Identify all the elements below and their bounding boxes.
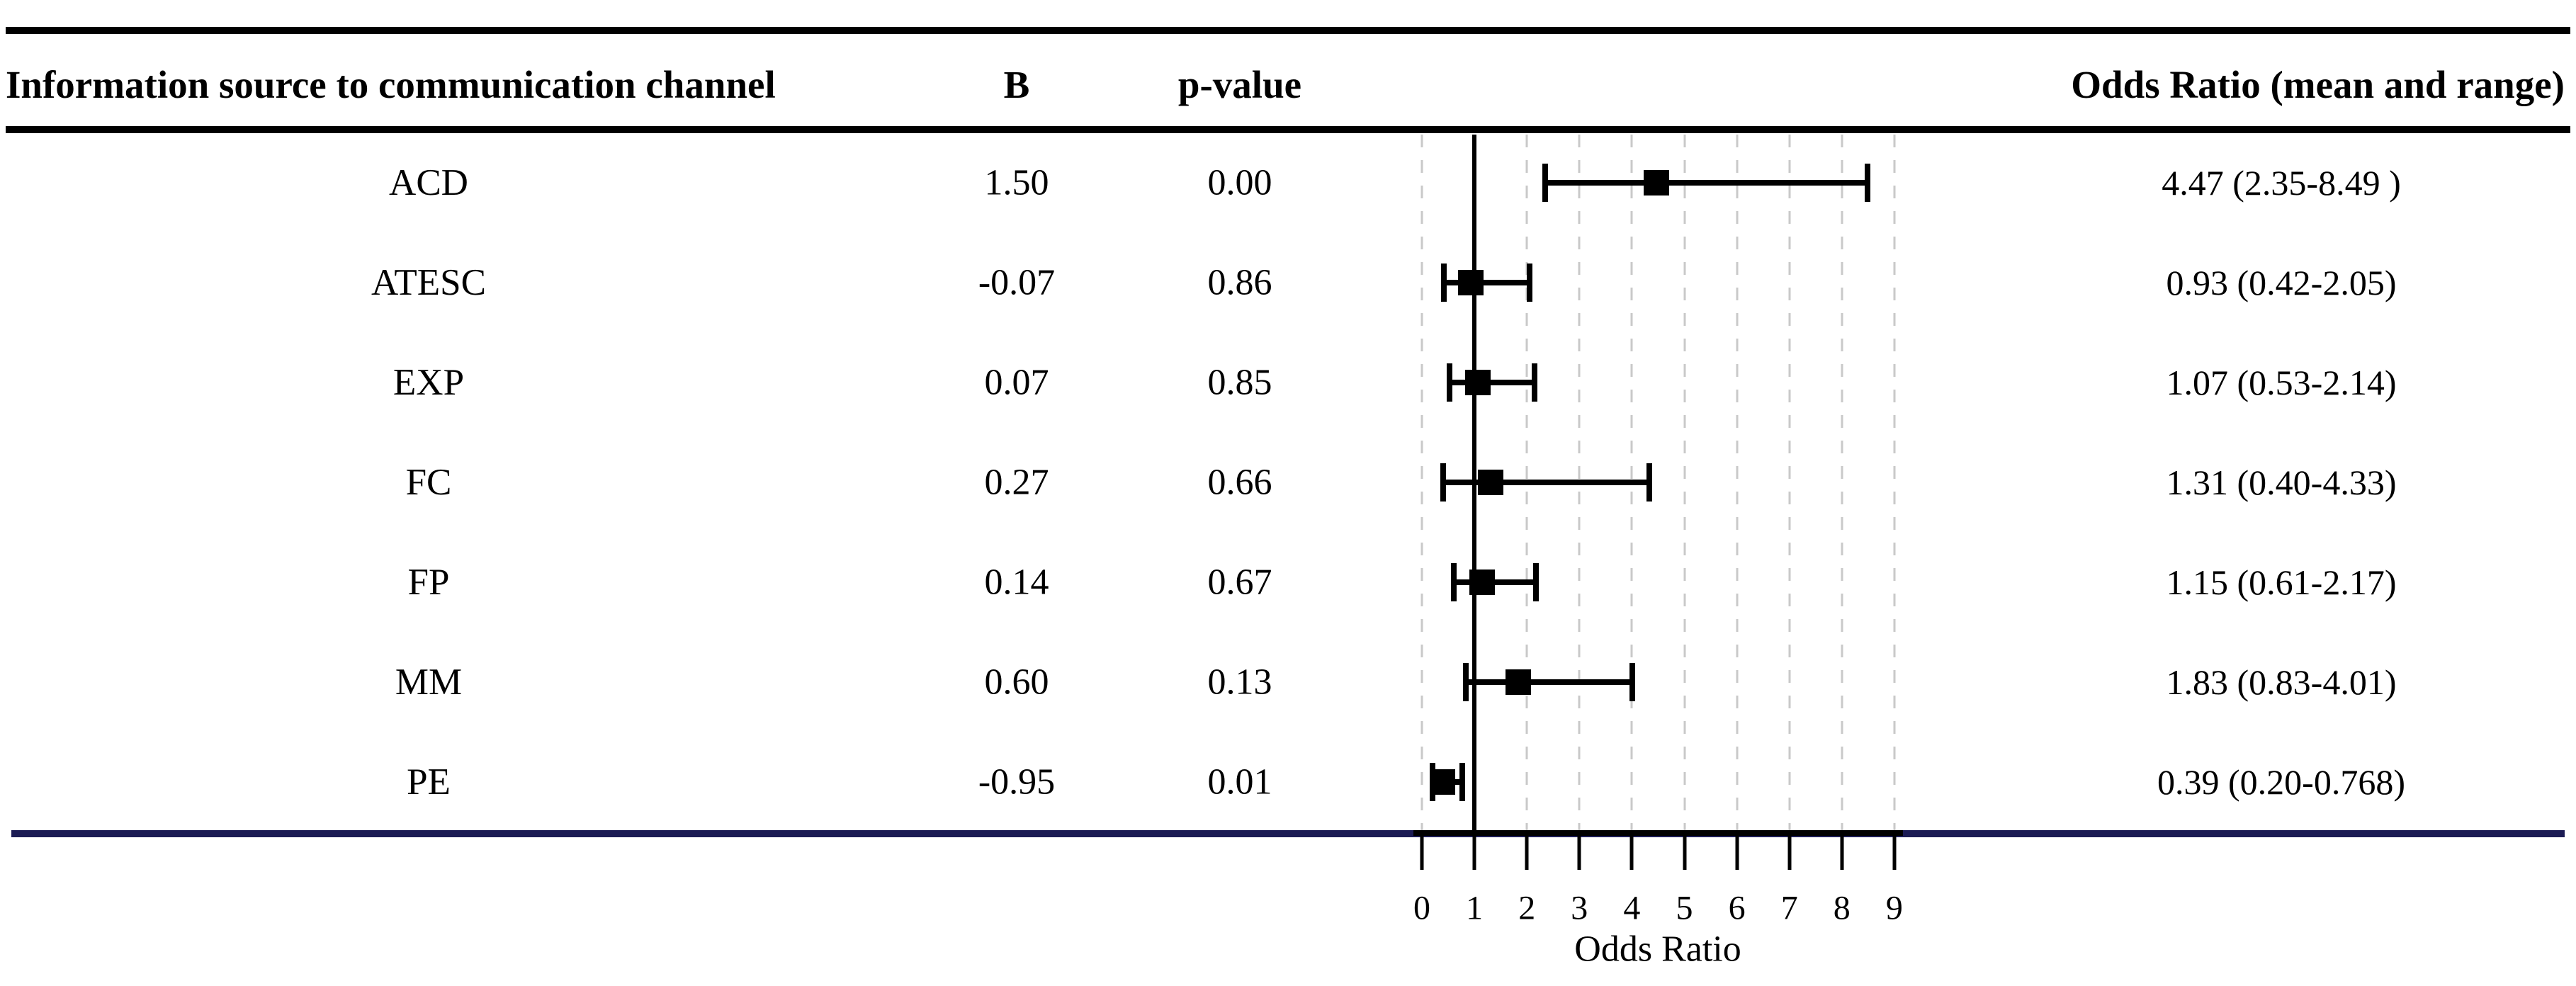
bottom-navy-rule <box>11 830 2565 837</box>
row-label: FC <box>405 462 452 503</box>
axis-tick-9 <box>1892 836 1897 870</box>
row-or-text: 4.47 (2.35-8.49 ) <box>2162 163 2401 203</box>
whisker-cap-low-ACD <box>1542 164 1549 202</box>
whisker-cap-high-FC <box>1646 463 1652 502</box>
row-or-text: 0.93 (0.42-2.05) <box>2166 263 2397 302</box>
whisker-line-ACD <box>1545 180 1868 186</box>
marker-mean-ACD <box>1644 170 1670 196</box>
row-p-value: 0.85 <box>1207 362 1272 403</box>
whisker-cap-low-EXP <box>1447 363 1453 402</box>
axis-tick-1 <box>1472 836 1476 870</box>
row-p-value: 0.00 <box>1207 162 1272 203</box>
x-axis-title: Odds Ratio <box>1574 929 1741 970</box>
row-label: EXP <box>392 362 465 403</box>
whisker-cap-high-FP <box>1532 563 1539 601</box>
marker-mean-EXP <box>1465 370 1491 395</box>
whisker-cap-low-FP <box>1451 563 1457 601</box>
row-or-text: 0.39 (0.20-0.768) <box>2157 762 2405 802</box>
row-or-text: 1.83 (0.83-4.01) <box>2166 662 2397 702</box>
row-label: PE <box>407 761 451 803</box>
row-p-value: 0.86 <box>1207 262 1272 303</box>
row-b-value: -0.95 <box>978 761 1056 803</box>
row-p-value: 0.66 <box>1207 462 1272 503</box>
row-or-text: 1.07 (0.53-2.14) <box>2166 363 2397 402</box>
axis-tick-2 <box>1525 836 1529 870</box>
marker-mean-MM <box>1505 669 1531 695</box>
row-b-value: -0.07 <box>978 262 1056 303</box>
marker-mean-FC <box>1478 470 1504 495</box>
axis-tick-label-8: 8 <box>1833 889 1851 927</box>
axis-tick-label-1: 1 <box>1466 889 1484 927</box>
header-source-column: Information source to communication chan… <box>6 63 776 106</box>
header-b-column: B <box>1003 63 1030 106</box>
header-pvalue-column: p-value <box>1177 63 1302 106</box>
whisker-line-EXP <box>1450 380 1535 385</box>
axis-tick-label-5: 5 <box>1676 889 1693 927</box>
gridline-9 <box>1893 135 1896 833</box>
row-b-value: 0.27 <box>984 462 1049 503</box>
row-p-value: 0.13 <box>1207 662 1272 703</box>
row-p-value: 0.67 <box>1207 562 1272 603</box>
whisker-cap-low-FC <box>1440 463 1446 502</box>
marker-mean-FP <box>1469 570 1496 595</box>
row-b-value: 1.50 <box>984 162 1049 203</box>
marker-mean-PE <box>1429 769 1455 795</box>
row-label: ACD <box>389 162 468 203</box>
whisker-cap-low-MM <box>1462 663 1469 701</box>
axis-tick-7 <box>1787 836 1792 870</box>
axis-tick-5 <box>1683 836 1686 870</box>
axis-tick-4 <box>1629 836 1634 870</box>
axis-baseline <box>1413 830 1903 836</box>
axis-tick-label-3: 3 <box>1571 889 1588 927</box>
header-rule <box>6 126 2570 133</box>
axis-tick-8 <box>1840 836 1844 870</box>
marker-mean-ATESC <box>1457 270 1484 295</box>
whisker-cap-high-MM <box>1629 663 1636 701</box>
axis-tick-label-0: 0 <box>1413 889 1430 927</box>
gridline-6 <box>1736 135 1739 833</box>
row-p-value: 0.01 <box>1207 761 1272 803</box>
whisker-cap-high-PE <box>1459 763 1465 801</box>
axis-tick-label-2: 2 <box>1518 889 1536 927</box>
row-b-value: 0.07 <box>984 362 1049 403</box>
axis-tick-6 <box>1735 836 1739 870</box>
top-rule <box>6 27 2570 34</box>
row-label: FP <box>407 562 450 603</box>
row-b-value: 0.60 <box>984 662 1049 703</box>
whisker-line-ATESC <box>1444 280 1530 285</box>
header-odds-ratio-column: Odds Ratio (mean and range) <box>2071 63 2565 106</box>
axis-tick-label-7: 7 <box>1780 889 1798 927</box>
gridline-8 <box>1841 135 1843 833</box>
whisker-line-MM <box>1465 679 1633 685</box>
row-label: ATESC <box>371 262 486 303</box>
axis-tick-3 <box>1577 836 1581 870</box>
whisker-cap-high-ACD <box>1865 164 1871 202</box>
whisker-cap-high-EXP <box>1531 363 1537 402</box>
row-b-value: 0.14 <box>984 562 1049 603</box>
whisker-cap-high-ATESC <box>1526 264 1532 302</box>
gridline-0 <box>1420 135 1423 833</box>
axis-tick-label-6: 6 <box>1728 889 1746 927</box>
row-label: MM <box>395 662 463 703</box>
gridline-5 <box>1683 135 1685 833</box>
row-or-text: 1.31 (0.40-4.33) <box>2166 463 2397 502</box>
axis-tick-0 <box>1420 836 1424 870</box>
whisker-cap-low-ATESC <box>1441 264 1447 302</box>
row-or-text: 1.15 (0.61-2.17) <box>2166 562 2397 602</box>
gridline-7 <box>1788 135 1791 833</box>
axis-tick-label-4: 4 <box>1623 889 1641 927</box>
axis-tick-label-9: 9 <box>1885 889 1903 927</box>
whisker-line-FC <box>1442 480 1649 485</box>
